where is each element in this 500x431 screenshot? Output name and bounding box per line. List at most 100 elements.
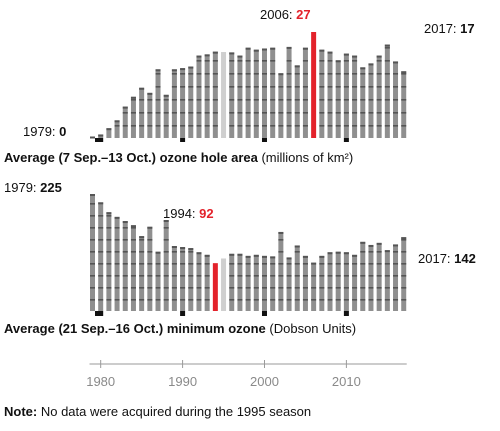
- bar-band-2017: [401, 86, 407, 88]
- bar-cap-1982: [114, 120, 120, 123]
- bar-1981: [106, 128, 112, 138]
- bar-band-2011: [352, 275, 358, 277]
- bar-band-2008: [327, 86, 333, 88]
- bar-band-2017: [401, 73, 407, 75]
- bar-band-2010: [343, 287, 349, 289]
- bar-band-2000: [261, 287, 267, 289]
- bar-band-1983: [122, 125, 128, 127]
- bar-band-1984: [130, 263, 136, 265]
- bar-band-2005: [302, 99, 308, 101]
- bar-cap-2017: [401, 71, 407, 74]
- x-tick-label-2000: 2000: [250, 374, 279, 389]
- bar-1996: [229, 253, 235, 311]
- bar-band-1981: [106, 275, 112, 277]
- bar-band-2000: [261, 112, 267, 114]
- bar-band-2001: [270, 263, 276, 265]
- decade-marker-2000-chart1: [261, 311, 267, 316]
- bar-band-2014: [376, 299, 382, 301]
- bar-band-2016: [393, 73, 399, 75]
- bar-band-2002: [278, 239, 284, 241]
- bar-band-2009: [335, 86, 341, 88]
- bar-band-1989: [171, 125, 177, 127]
- start-marker-chart0: [95, 138, 99, 142]
- bar-band-1981: [106, 251, 112, 253]
- bar-band-1998: [245, 275, 251, 277]
- bar-band-2010: [343, 73, 349, 75]
- bar-band-1989: [171, 275, 177, 277]
- bar-cap-2010: [343, 252, 349, 255]
- bar-band-2012: [360, 287, 366, 289]
- bar-2007: [319, 255, 325, 311]
- bar-band-1993: [204, 299, 210, 301]
- bottom-end-value: 142: [454, 251, 476, 266]
- bar-1992: [196, 55, 202, 138]
- bar-cap-1992: [196, 252, 202, 255]
- bar-band-1991: [188, 112, 194, 114]
- bar-cap-2011: [352, 254, 358, 257]
- bar-band-2011: [352, 60, 358, 62]
- bar-band-2000: [261, 99, 267, 101]
- bar-band-2007: [319, 99, 325, 101]
- footnote: Note: No data were acquired during the 1…: [4, 404, 311, 419]
- bar-band-1987: [155, 299, 161, 301]
- bottom-low-year: 1994:: [163, 206, 196, 221]
- bar-band-1980: [98, 299, 104, 301]
- bar-1996: [229, 52, 235, 139]
- bar-band-2008: [327, 287, 333, 289]
- bar-2003: [286, 257, 292, 311]
- bar-band-1988: [163, 99, 169, 101]
- bottom-chart-title-bold: Average (21 Sep.–16 Oct.) minimum ozone: [4, 321, 266, 336]
- bar-band-2004: [294, 287, 300, 289]
- bar-band-2006: [311, 287, 317, 289]
- bar-cap-1996: [229, 52, 235, 55]
- bar-band-1983: [122, 287, 128, 289]
- bar-band-1992: [196, 287, 202, 289]
- bar-cap-1985: [139, 87, 145, 90]
- bar-band-1989: [171, 99, 177, 101]
- bar-band-2011: [352, 263, 358, 265]
- bar-band-2010: [343, 275, 349, 277]
- decade-marker-1980-chart1: [98, 311, 104, 316]
- bar-band-1987: [155, 287, 161, 289]
- bar-band-1998: [245, 125, 251, 127]
- bar-band-1996: [229, 263, 235, 265]
- bottom-start-label: 1979: 225: [4, 180, 62, 195]
- decade-marker-2010-chart0: [343, 138, 349, 142]
- bar-band-2001: [270, 60, 276, 62]
- bar-band-2017: [401, 275, 407, 277]
- bar-band-1984: [130, 99, 136, 101]
- bar-2005: [302, 47, 308, 138]
- bar-band-1989: [171, 86, 177, 88]
- bar-cap-1992: [196, 55, 202, 58]
- bar-band-1990: [180, 73, 186, 75]
- bar-cap-1981: [106, 212, 112, 215]
- bar-band-1984: [130, 287, 136, 289]
- bar-band-1997: [237, 299, 243, 301]
- bar-band-1988: [163, 112, 169, 114]
- bar-band-1990: [180, 263, 186, 265]
- bar-band-1996: [229, 125, 235, 127]
- bar-band-1991: [188, 73, 194, 75]
- bar-band-1987: [155, 86, 161, 88]
- bar-band-1998: [245, 99, 251, 101]
- bar-band-1997: [237, 60, 243, 62]
- bar-2015: [384, 250, 390, 311]
- bar-band-2000: [261, 263, 267, 265]
- bar-band-2012: [360, 263, 366, 265]
- bar-band-2012: [360, 125, 366, 127]
- bar-band-1980: [98, 263, 104, 265]
- bottom-end-year: 2017:: [418, 251, 451, 266]
- bar-band-1993: [204, 275, 210, 277]
- bar-band-1990: [180, 99, 186, 101]
- bar-band-2001: [270, 86, 276, 88]
- bar-band-1984: [130, 251, 136, 253]
- bar-band-1986: [147, 112, 153, 114]
- bar-cap-2008: [327, 51, 333, 54]
- minimum-ozone-bars: [90, 194, 407, 316]
- bar-band-2009: [335, 112, 341, 114]
- bar-band-2004: [294, 263, 300, 265]
- bar-band-1979: [90, 215, 95, 217]
- bar-no-data-1995: [221, 258, 227, 311]
- bar-band-2006: [311, 299, 317, 301]
- bar-band-1979: [90, 203, 95, 205]
